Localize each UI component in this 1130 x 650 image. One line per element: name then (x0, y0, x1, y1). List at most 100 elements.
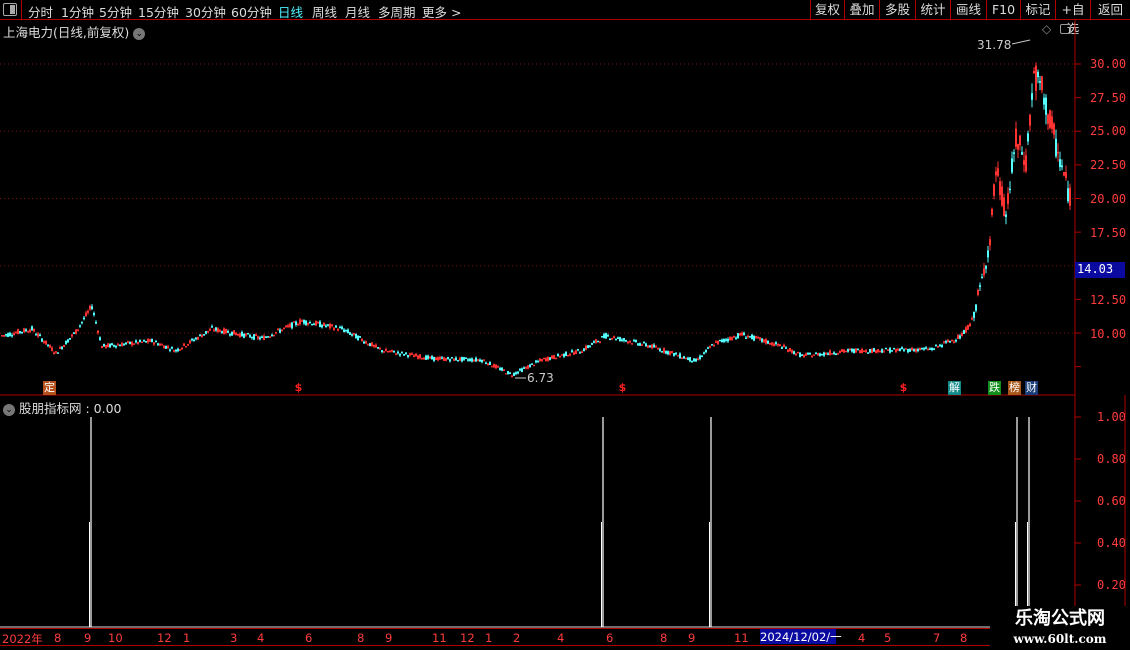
candle-body (937, 345, 939, 348)
candle-body (331, 324, 333, 327)
candle-body (573, 352, 575, 355)
candle-body (649, 345, 651, 348)
candle-body (799, 352, 801, 358)
candle-body (611, 338, 613, 340)
period-tab-multi[interactable]: 多周期 (378, 5, 416, 20)
panel-toggle-icon[interactable] (3, 3, 17, 16)
candle-body (101, 346, 103, 349)
candle-body (307, 322, 309, 325)
period-tab-daily[interactable]: 日线 (278, 5, 304, 20)
candle-body (105, 345, 107, 348)
period-tab-fenshi[interactable]: 分时 (28, 5, 54, 20)
candle-body (739, 333, 741, 336)
panel-toggle-icon[interactable] (1060, 24, 1071, 34)
candle-body (531, 363, 533, 365)
more-menu[interactable]: 更多 > (422, 5, 462, 20)
candle-body (617, 337, 619, 339)
candle-body (757, 336, 759, 339)
candle-body (533, 364, 535, 367)
candle-body (771, 342, 773, 345)
marker-dollar[interactable]: $ (618, 381, 627, 394)
candle-body (1003, 197, 1005, 217)
indicator-tick: 0.80 (1097, 452, 1126, 466)
marker-jie[interactable]: 解 (948, 381, 961, 395)
candle-body (1039, 81, 1041, 83)
candle-body (463, 357, 465, 360)
candle-body (753, 335, 755, 341)
overlay-button[interactable]: 叠加 (844, 0, 879, 20)
marker-dollar[interactable]: $ (899, 381, 908, 394)
candle-body (147, 339, 149, 343)
candle-body (565, 351, 567, 357)
period-tab-1min[interactable]: 1分钟 (61, 5, 94, 20)
candle-body (865, 350, 867, 353)
marker-die[interactable]: 跌 (988, 381, 1001, 395)
period-tab-weekly[interactable]: 周线 (312, 5, 338, 20)
candle-body (619, 337, 621, 342)
candle-body (269, 336, 271, 338)
candle-body (291, 322, 293, 329)
candle-body (525, 366, 527, 369)
indicator-header: ⌄ 股朋指标网 : 0.00 (3, 398, 122, 417)
candle-body (709, 346, 711, 348)
candle-body (221, 331, 223, 334)
candle-body (165, 345, 167, 349)
period-tab-monthly[interactable]: 月线 (345, 5, 371, 20)
low-price-label: 6.73 (527, 371, 554, 385)
candle-body (519, 368, 521, 371)
candle-body (457, 359, 459, 362)
candle-body (751, 334, 753, 340)
marker-cai[interactable]: 财 (1025, 381, 1038, 395)
candle-body (535, 360, 537, 363)
time-tick: 6 (305, 631, 313, 645)
candle-body (345, 329, 347, 332)
period-tab-5min[interactable]: 5分钟 (99, 5, 132, 20)
candle-body (109, 343, 111, 348)
candle-body (829, 350, 831, 355)
candle-body (651, 344, 653, 349)
f10-button[interactable]: F10 (986, 0, 1020, 20)
candle-body (887, 349, 889, 351)
candle-body (441, 357, 443, 359)
chevron-down-icon[interactable]: ⌄ (3, 403, 15, 416)
candle-body (803, 354, 805, 358)
marker-bang[interactable]: 榜 (1008, 381, 1021, 395)
candle-body (93, 312, 95, 316)
candle-body (971, 317, 973, 320)
candle-body (1051, 116, 1053, 129)
candle-body (655, 346, 657, 348)
candle-body (375, 344, 377, 348)
back-button[interactable]: 返回 (1090, 0, 1130, 20)
candle-body (185, 346, 187, 348)
main-chart-title: 上海电力(日线,前复权) ⌄ (3, 22, 146, 41)
candle-body (747, 335, 749, 338)
diamond-icon[interactable]: ◇ (1042, 22, 1052, 36)
statistics-button[interactable]: 统计 (915, 0, 950, 20)
chevron-down-icon[interactable]: ⌄ (133, 27, 146, 40)
fuquan-button[interactable]: 复权 (810, 0, 844, 20)
marker-dollar[interactable]: $ (294, 381, 303, 394)
mark-button[interactable]: 标记 (1020, 0, 1055, 20)
candle-body (683, 356, 685, 359)
draw-line-button[interactable]: 画线 (950, 0, 986, 20)
candle-body (211, 326, 213, 328)
candle-body (847, 349, 849, 352)
multi-stock-button[interactable]: 多股 (879, 0, 915, 20)
candle-body (1069, 187, 1071, 206)
candle-body (547, 356, 549, 361)
candle-body (273, 334, 275, 337)
period-tab-30min[interactable]: 30分钟 (185, 5, 226, 20)
candle-body (945, 341, 947, 343)
candle-body (981, 276, 983, 279)
period-tab-60min[interactable]: 60分钟 (231, 5, 272, 20)
candle-body (579, 352, 581, 354)
marker-ding[interactable]: 定 (43, 381, 56, 395)
period-tab-15min[interactable]: 15分钟 (138, 5, 179, 20)
candle-body (423, 357, 425, 360)
candle-body (323, 322, 325, 326)
candle-body (231, 331, 233, 336)
candle-body (921, 347, 923, 350)
candle-body (183, 343, 185, 346)
candle-body (223, 328, 225, 335)
